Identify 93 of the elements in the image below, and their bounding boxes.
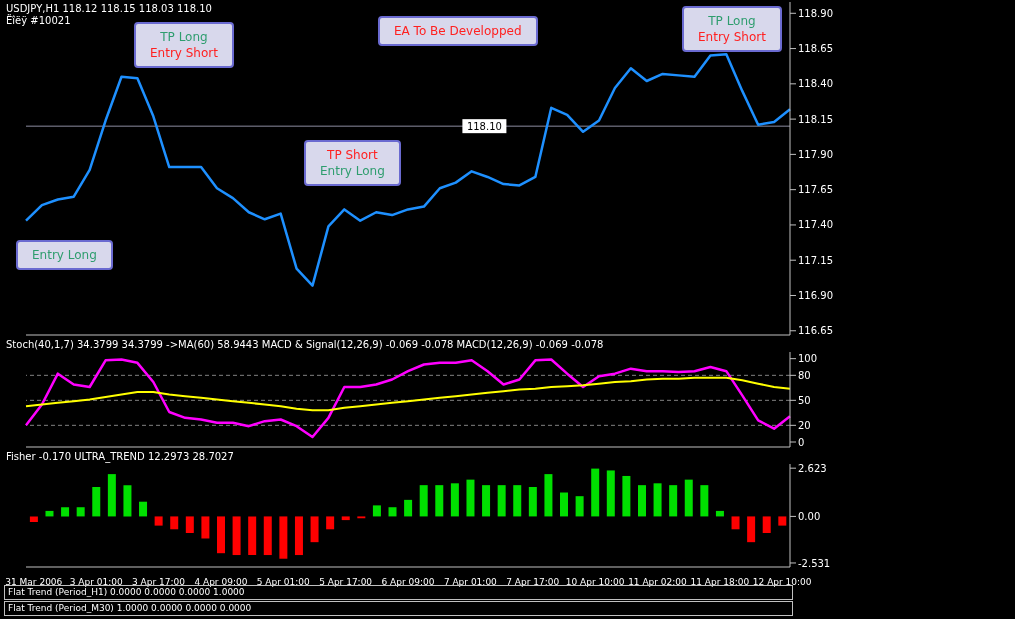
bar	[294, 516, 303, 556]
bar	[450, 483, 459, 517]
y-tick-label: 117.15	[798, 254, 833, 266]
annotation: TP Short Entry Long	[320, 147, 385, 179]
x-tick-label: 11 Apr 18:00	[690, 577, 750, 587]
y-tick-label: 50	[798, 394, 811, 406]
y-tick-label: 117.90	[798, 148, 833, 160]
text: Flat Trend (Period_H1) 0.0000 0.0000 0.0000 1.0000	[8, 587, 245, 597]
y-tick-label: 2.623	[798, 462, 827, 474]
x-tick-label: 3 Apr 17:00	[132, 577, 186, 587]
bar	[778, 516, 787, 526]
x-tick-label: 3 Apr 01:00	[69, 577, 123, 587]
bar	[76, 507, 85, 517]
bar	[762, 516, 771, 533]
bar	[715, 510, 724, 517]
bar	[201, 516, 210, 539]
bar	[154, 516, 163, 526]
bar	[92, 486, 101, 517]
bar	[435, 485, 444, 517]
bar	[185, 516, 194, 533]
chart-title: Stoch(40,1,7) 34.3799 34.3799 ->MA(60) 58.9443 MACD & Signal(12,26,9) -0.069 -0.078 MACD(12,26,9) -0.069 -0.078	[6, 339, 604, 351]
bar	[29, 516, 38, 522]
bar	[544, 474, 553, 517]
line-series	[24, 358, 792, 439]
bar	[528, 486, 537, 517]
y-tick-label: 100	[798, 353, 818, 365]
x-tick-label: 7 Apr 17:00	[506, 577, 560, 587]
bar	[263, 516, 272, 556]
y-tick-label: -2.531	[798, 557, 831, 569]
y-tick-label: 20	[798, 419, 811, 431]
bar	[341, 516, 350, 521]
y-tick-label: 116.90	[798, 290, 833, 302]
bar	[497, 485, 506, 517]
text: Ëîëÿ #10021	[6, 15, 71, 26]
bar	[279, 516, 288, 559]
bar	[372, 505, 381, 517]
annotation: TP Long Entry Short	[150, 29, 218, 61]
bar	[217, 516, 225, 554]
bar	[513, 485, 522, 517]
y-tick-label: 80	[798, 369, 811, 381]
bar	[575, 496, 584, 517]
bar	[731, 516, 740, 530]
x-tick-label: 7 Apr 01:00	[443, 577, 498, 587]
x-tick-label: 6 Apr 09:00	[381, 577, 435, 587]
x-tick-label: 5 Apr 01:00	[256, 577, 311, 587]
x-tick-label: 12 Apr 10:00	[752, 577, 812, 587]
y-tick-label: 118.65	[798, 43, 833, 55]
bar	[232, 516, 241, 556]
y-tick-label: 0	[798, 436, 805, 448]
bar	[684, 479, 693, 517]
text: Flat Trend (Period_M30) 1.0000 0.0000 0.0000 0.0000	[4, 601, 793, 616]
bar	[326, 516, 335, 530]
bar	[466, 479, 475, 517]
bar	[170, 516, 179, 530]
bar	[700, 485, 709, 517]
bar	[653, 483, 662, 517]
annotation: EA To Be Developped	[394, 23, 522, 39]
bar	[45, 510, 54, 517]
bar	[404, 499, 413, 517]
bar	[591, 468, 600, 517]
y-tick-label: 116.65	[798, 325, 833, 337]
annotation: TP Long Entry Short	[698, 13, 766, 45]
bar	[419, 485, 428, 517]
x-tick-label: 4 Apr 09:00	[194, 577, 248, 587]
bar	[248, 516, 257, 556]
bar	[139, 501, 148, 517]
chart-title: USDJPY,H1 118.12 118.15 118.03 118.10	[6, 3, 212, 14]
x-tick-label: 11 Apr 02:00	[628, 577, 688, 587]
bar	[107, 474, 116, 517]
y-tick-label: 117.40	[798, 219, 833, 231]
chart-title: Fisher -0.170 ULTRA_TREND 12.2973 28.7027	[6, 451, 234, 463]
bar	[388, 507, 397, 517]
y-tick-label: 118.15	[798, 113, 833, 125]
line-series	[25, 376, 791, 412]
ref-line-label: 118.10	[466, 121, 502, 133]
bar	[669, 485, 678, 517]
bar	[310, 516, 319, 543]
y-tick-label: 117.65	[798, 184, 833, 196]
y-tick-label: 0.00	[798, 510, 821, 522]
bar	[61, 507, 70, 517]
bar	[637, 485, 646, 517]
annotation: Entry Long	[32, 247, 97, 263]
bar	[482, 485, 491, 517]
x-tick-label: 5 Apr 17:00	[319, 577, 373, 587]
bar	[606, 470, 615, 517]
bar	[123, 485, 132, 517]
y-tick-label: 118.40	[798, 78, 833, 90]
bar	[560, 492, 569, 517]
x-tick-label: 31 Mar 2006	[5, 577, 63, 587]
x-tick-label: 10 Apr 10:00	[565, 577, 625, 587]
y-tick-label: 118.90	[798, 7, 833, 19]
bar	[622, 475, 631, 517]
bar	[747, 516, 756, 543]
